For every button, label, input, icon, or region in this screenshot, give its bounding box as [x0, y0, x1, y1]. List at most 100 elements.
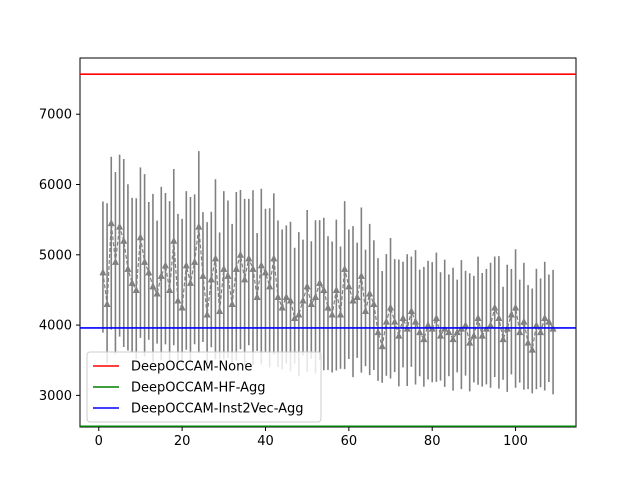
data-point [257, 261, 265, 269]
data-point [211, 254, 219, 262]
legend-label: DeepOCCAM-Inst2Vec-Agg [131, 402, 304, 417]
data-point [245, 254, 253, 262]
data-point [182, 261, 190, 269]
data-point [528, 345, 536, 353]
data-point [387, 303, 395, 311]
y-tick-label: 4000 [39, 319, 72, 334]
data-point [307, 300, 315, 307]
data-point [532, 321, 540, 329]
data-point [353, 292, 361, 300]
data-point [266, 282, 274, 290]
data-point [207, 275, 215, 283]
data-point [141, 257, 149, 265]
data-point [512, 303, 520, 311]
x-tick-label: 80 [424, 434, 441, 449]
data-point [507, 310, 515, 318]
data-point [316, 278, 324, 286]
data-point [466, 338, 474, 346]
data-point [349, 296, 357, 304]
data-point [416, 328, 424, 336]
data-point [145, 268, 153, 276]
data-point [203, 310, 211, 318]
data-point [399, 314, 407, 322]
data-point [362, 307, 370, 315]
data-point [437, 331, 445, 339]
data-point [324, 303, 332, 311]
x-tick-label: 100 [503, 434, 528, 449]
data-point [366, 289, 374, 297]
data-point [270, 254, 278, 262]
data-point [341, 264, 349, 272]
data-point [224, 271, 232, 279]
data-point [328, 310, 336, 318]
y-tick-label: 3000 [39, 389, 72, 404]
data-point [520, 317, 528, 325]
data-point [462, 321, 470, 329]
data-point [370, 300, 378, 307]
data-point [286, 296, 294, 304]
data-point [382, 317, 390, 325]
data-point [241, 275, 249, 283]
data-point [153, 289, 161, 297]
data-point [332, 285, 340, 293]
data-point [132, 285, 140, 293]
data-point [478, 331, 486, 339]
x-tick-label: 40 [257, 434, 274, 449]
data-point [420, 335, 428, 343]
data-point [186, 278, 194, 286]
data-point [107, 219, 115, 227]
y-axis: 3000 4000 5000 6000 7000 [39, 108, 80, 404]
data-point [524, 338, 532, 346]
data-point [195, 222, 203, 230]
data-point [232, 264, 240, 272]
data-point [345, 282, 353, 290]
data-point [320, 285, 328, 293]
data-point [453, 328, 461, 336]
data-point [357, 271, 365, 279]
data-point [236, 250, 244, 258]
data-point [291, 314, 299, 322]
data-point [378, 342, 386, 350]
data-point [474, 314, 482, 322]
data-point [128, 278, 136, 286]
data-point [253, 292, 261, 300]
data-point [295, 310, 303, 318]
y-tick-label: 6000 [39, 178, 72, 193]
data-point [249, 264, 257, 272]
data-point [311, 292, 319, 300]
data-point [537, 328, 545, 336]
data-point [282, 292, 290, 300]
data-point [191, 257, 199, 265]
y-tick-label: 5000 [39, 248, 72, 263]
data-point [541, 314, 549, 322]
data-point [228, 300, 236, 307]
x-tick-label: 20 [174, 434, 191, 449]
data-point [116, 222, 124, 230]
data-point [487, 321, 495, 329]
data-point [216, 307, 224, 315]
data-point [261, 268, 269, 276]
data-point [166, 285, 174, 293]
data-point [470, 331, 478, 339]
data-point [178, 303, 186, 311]
data-point [337, 310, 345, 318]
legend: DeepOCCAM-None DeepOCCAM-HF-Agg DeepOCCAM-… [86, 351, 322, 423]
legend-label: DeepOCCAM-HF-Agg [131, 381, 266, 396]
data-point [449, 335, 457, 343]
data-point [199, 271, 207, 279]
data-point [220, 264, 228, 272]
data-point [374, 328, 382, 336]
data-point [407, 307, 415, 315]
data-point [412, 317, 420, 325]
data-point [391, 317, 399, 325]
data-point [136, 233, 144, 241]
data-point [161, 261, 169, 269]
data-point [149, 282, 157, 290]
x-tick-label: 0 [95, 434, 103, 449]
data-point [432, 314, 440, 322]
data-point [299, 296, 307, 304]
data-point [491, 303, 499, 311]
data-point [424, 321, 432, 329]
data-point [274, 292, 282, 300]
